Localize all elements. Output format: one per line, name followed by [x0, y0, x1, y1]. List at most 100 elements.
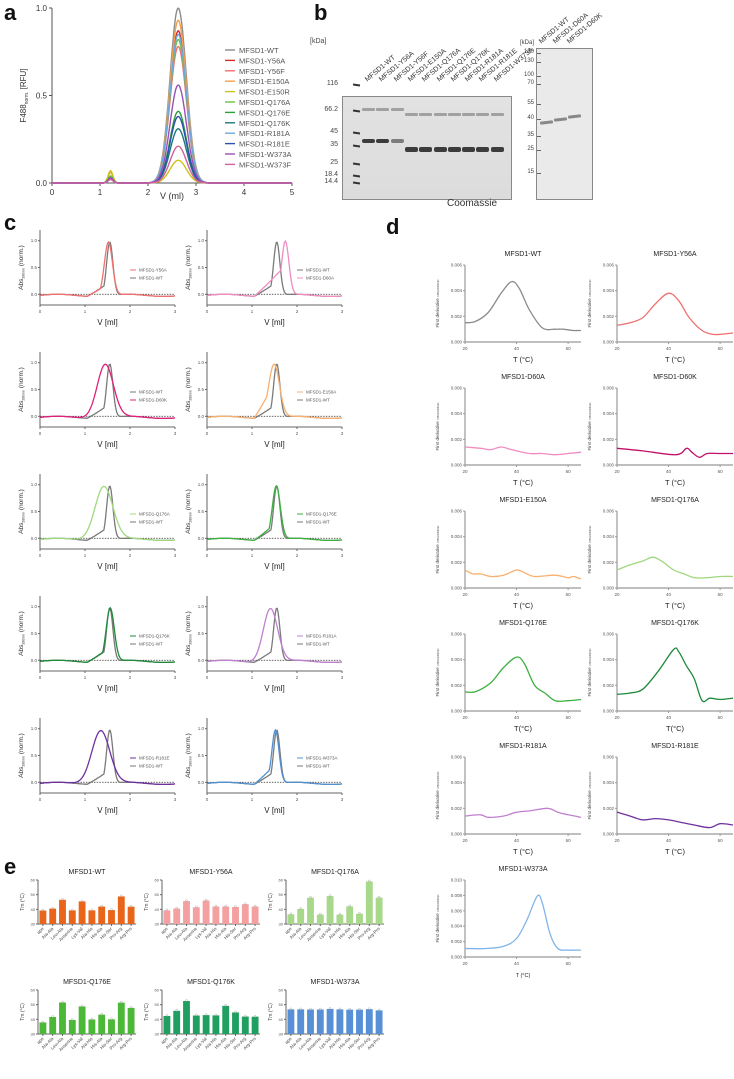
- bar-leu-ala: [59, 899, 66, 924]
- x-tick-label: 40: [514, 715, 520, 720]
- y-axis-label: First derivative F350nm/330nm: [435, 771, 440, 819]
- derivative-line: [616, 292, 734, 336]
- bar-lys-val: [78, 901, 86, 924]
- y-tick-label: 0.004: [603, 534, 615, 539]
- legend-label: MFSD1-Y56A: [139, 268, 167, 273]
- y-tick-label: 1.0: [198, 238, 205, 243]
- data-point: [61, 1000, 64, 1004]
- x-tick-label: 20: [462, 346, 468, 351]
- mutant-line: [206, 728, 343, 786]
- data-point: [100, 1012, 103, 1016]
- y-tick-label: 0.006: [603, 386, 615, 391]
- legend-label: MFSD1-Q176K: [239, 119, 290, 128]
- y-tick-label: 0.006: [603, 263, 615, 268]
- y-tick-label: 0.000: [451, 340, 463, 345]
- dsf-subplot-mfsd1-d60a: MFSD1-D60A 0.000 0.002 0.004 0.006 20 40 60 T (°…: [435, 374, 582, 487]
- x-tick-label: 0: [206, 553, 209, 558]
- y-tick-label: 0.004: [451, 924, 463, 929]
- x-tick-label: apo: [284, 926, 293, 935]
- y-tick-label: 40: [31, 1017, 36, 1022]
- legend-label: MFSD1-R181A: [239, 129, 290, 138]
- x-tick-label: 3: [194, 188, 199, 197]
- bar-pro-arg: [117, 896, 125, 924]
- y-tick-label: 0.0: [198, 414, 205, 419]
- y-tick-label: 0.5: [31, 509, 38, 514]
- bar-leu-ala: [59, 1002, 66, 1034]
- x-tick-label: 3: [174, 431, 177, 436]
- y-tick-label: 60: [31, 988, 36, 993]
- y-tick-label: 1.0: [198, 482, 205, 487]
- legend-label: MFSD1-W373A: [239, 150, 292, 159]
- y-axis-label: First derivative F350nm/330nm: [435, 894, 440, 942]
- y-tick-label: 50: [155, 892, 160, 897]
- minor-band: [447, 113, 461, 116]
- bar-arg-pro: [375, 897, 383, 924]
- marker-label: 100: [523, 72, 534, 78]
- y-tick-label: 30: [279, 1032, 284, 1037]
- bar-arg-pro: [127, 906, 135, 924]
- x-axis-label: T(°C): [514, 724, 532, 733]
- subplot-title: MFSD1-E150A: [499, 497, 546, 504]
- y-tick-label: 0.006: [451, 386, 463, 391]
- protein-band: [490, 147, 504, 152]
- x-tick-label: apo: [160, 1036, 169, 1045]
- minor-band: [390, 108, 404, 111]
- bar-pro-arg: [241, 904, 249, 924]
- x-axis-label: T (°C): [513, 478, 533, 487]
- y-tick-label: 1.0: [36, 4, 48, 13]
- panel-letter-d: d: [386, 214, 400, 239]
- subplot-title: MFSD1-Q176E: [499, 620, 547, 627]
- y-axis-label: Abs280nm (norm.): [185, 245, 193, 290]
- data-point: [253, 904, 257, 908]
- sec-subplot-mfsd1-y56a: 0 1 2 3 0.0 0.5 1.0 V [ml] Abs280nm (norm.) MFSD1…: [18, 230, 177, 327]
- bar-lys-val: [202, 900, 210, 924]
- mutant-line: [206, 607, 343, 664]
- bar-pro-arg: [241, 1016, 249, 1034]
- x-tick-label: 40: [666, 838, 672, 843]
- x-tick-label: 0: [39, 553, 42, 558]
- bar-arg-pro: [251, 1016, 259, 1034]
- bar-his-ser: [356, 913, 363, 924]
- y-tick-label: 1.0: [31, 726, 38, 731]
- x-tick-label: 0: [206, 431, 209, 436]
- data-point: [80, 899, 84, 903]
- y-tick-label: 0.0: [31, 414, 38, 419]
- x-tick-label: 0: [50, 188, 55, 197]
- legend-label: MFSD1-WT: [139, 642, 163, 647]
- data-point: [377, 1008, 381, 1012]
- x-tick-label: 20: [462, 838, 468, 843]
- y-tick-label: 0.000: [603, 463, 615, 468]
- data-point: [51, 1015, 54, 1018]
- x-tick-label: 1: [84, 431, 87, 436]
- x-tick-label: 40: [514, 838, 520, 843]
- x-axis-label: V [ml]: [97, 806, 117, 815]
- marker-band: [537, 53, 541, 54]
- x-axis-label: V [ml]: [97, 318, 117, 327]
- gel-2-unit-label: [kDa]: [520, 40, 535, 46]
- y-axis-label: Abs280nm (norm.): [185, 733, 193, 778]
- mutant-line: [206, 239, 343, 298]
- subplot-title: MFSD1-WT: [69, 869, 107, 876]
- y-axis-label: Tm (°C): [144, 893, 150, 911]
- bar-his-ser: [232, 906, 239, 924]
- subplot-title: MFSD1-WT: [505, 251, 543, 258]
- x-axis-label: T (°C): [513, 601, 533, 610]
- fsec-chart-a: 0 1 2 3 4 5 0.0 0.5 1.0 V (ml) F488norm. [RFU] MFSD…: [19, 4, 295, 201]
- legend-label: MFSD1-WT: [239, 46, 279, 55]
- x-tick-label: 40: [666, 592, 672, 597]
- protein-band: [404, 147, 418, 152]
- marker-label: 70: [527, 80, 534, 86]
- x-axis-label: V [ml]: [97, 440, 117, 449]
- y-tick-label: 30: [155, 1032, 160, 1037]
- bar-anserine: [316, 1009, 324, 1034]
- sds-page-panel: [kDa] 116 66.2 45 35 25 18.4 14.4 MFSD1-WT MFSD1-…: [310, 0, 604, 209]
- y-tick-label: 0.5: [31, 631, 38, 636]
- x-tick-label: apo: [36, 926, 45, 935]
- minor-band: [433, 113, 447, 116]
- y-tick-label: 0.0: [31, 292, 38, 297]
- legend-label: MFSD1-WT: [139, 390, 163, 395]
- y-tick-label: 0.000: [603, 709, 615, 714]
- y-axis-label: Abs280nm (norm.): [185, 489, 193, 534]
